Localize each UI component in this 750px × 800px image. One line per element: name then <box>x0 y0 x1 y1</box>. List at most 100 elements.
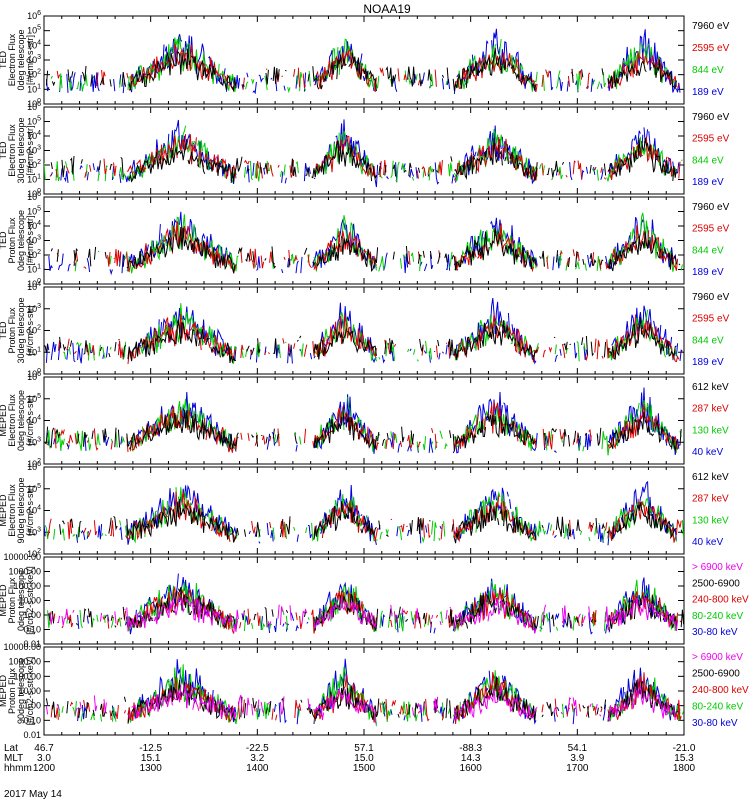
legend-entry: 2595 eV <box>692 43 730 54</box>
legend-entry: 189 eV <box>692 267 724 278</box>
x-row-name: hhmm <box>4 763 32 774</box>
y-axis-label: TEDElectron Flux30deg telescope[#/cm2-s-… <box>0 117 35 183</box>
panel-6: 102 103 104 105 106 MEPEDElectron Flux90deg t… <box>0 461 729 559</box>
legend-entry: 2500-6900 <box>692 669 740 680</box>
y-axis-label: MEPEDProton Flux90deg telescope[#/cm2-s-… <box>0 657 35 726</box>
panel-3: 100 101 102 103 104 105 106 TEDProton Flux0deg … <box>0 191 730 289</box>
y-tick-label: 10.00 <box>18 596 41 606</box>
y-tick-label: 10.00 <box>18 686 41 696</box>
panel-traces <box>45 388 683 456</box>
legend-entry: 40 keV <box>692 537 723 548</box>
y-tick-label: 10000.00 <box>3 642 41 652</box>
legend-entry: 80-240 keV <box>692 702 743 713</box>
x-tick-label: 3.9 <box>570 753 584 764</box>
series-line <box>45 676 678 724</box>
x-tick-label: 1600 <box>460 763 483 774</box>
series-line <box>77 658 681 725</box>
panel-5: 102 103 104 105 106 MEPEDElectron Flux0deg te… <box>0 371 729 469</box>
legend-entry: 7960 eV <box>692 202 730 213</box>
x-tick-label: 14.3 <box>461 753 481 764</box>
y-axis-label: TEDProton Flux30deg telescope[#/cm2-s-st… <box>0 297 35 363</box>
x-tick-label: 1200 <box>33 763 56 774</box>
legend-entry: 7960 eV <box>692 292 730 303</box>
series-line <box>57 664 684 727</box>
y-tick-label: 100 <box>27 278 41 289</box>
panel-frame <box>43 646 685 736</box>
panel-8: 0.01 0.10 1.00 10.00 100.00 1000.00 10000.00 ME… <box>0 642 749 740</box>
legend-entry: 287 keV <box>692 494 729 505</box>
date-label: 2017 May 14 <box>4 789 62 800</box>
y-tick-label: 102 <box>27 249 41 260</box>
x-tick-label: -22.5 <box>246 743 269 754</box>
x-tick-label: 54.1 <box>568 743 588 754</box>
y-axis-label: MEPEDProton Flux0deg telescope[#/cm2-s-s… <box>0 566 35 635</box>
panel-frame <box>43 286 685 375</box>
y-tick-label: 100 <box>27 368 41 379</box>
y-tick-label: 105 <box>27 206 41 217</box>
y-tick-label: 103 <box>27 303 41 314</box>
y-tick-label: 101 <box>27 174 41 185</box>
series-line <box>59 499 683 544</box>
x-tick-label: 3.2 <box>250 753 264 764</box>
legend-entry: 240-800 keV <box>692 685 749 696</box>
y-tick-label: 1000.00 <box>8 657 41 667</box>
legend-entry: 2500-6900 <box>692 578 740 589</box>
legend-entry: 40 keV <box>692 447 723 458</box>
y-tick-label: 106 <box>27 191 41 202</box>
y-tick-label: 101 <box>27 83 41 94</box>
series-line <box>44 212 682 274</box>
legend-entry: 2595 eV <box>692 314 730 325</box>
series-line <box>51 37 681 92</box>
legend-entry: 2595 eV <box>692 134 730 145</box>
y-tick-label: 100.00 <box>13 671 41 681</box>
y-tick-label: 106 <box>27 10 41 21</box>
y-tick-label: 0.10 <box>23 625 41 635</box>
x-tick-label: -88.3 <box>459 743 482 754</box>
y-tick-label: 104 <box>27 505 41 516</box>
legend-entry: 2595 eV <box>692 224 730 235</box>
y-tick-label: 106 <box>27 461 41 472</box>
panel-frame <box>43 466 685 555</box>
series-line <box>46 29 682 94</box>
x-tick-label: 57.1 <box>354 743 374 754</box>
y-tick-label: 104 <box>27 220 41 231</box>
x-tick-label: 1300 <box>140 763 163 774</box>
legend-entry: 80-240 keV <box>692 611 743 622</box>
y-axis-label: TEDProton Flux0deg telescope[#/cm2-s-str… <box>0 210 35 271</box>
y-axis-label: MEPEDElectron Flux0deg telescope[#/cm2-s… <box>0 390 35 451</box>
panel-frame <box>43 376 685 465</box>
legend-entry: 612 keV <box>692 382 729 393</box>
panel-2: 100 101 102 103 104 105 106 TEDElectron Flux30d… <box>0 101 730 199</box>
panel-frame <box>43 556 685 645</box>
y-tick-label: 1000.00 <box>8 567 41 577</box>
y-tick-label: 103 <box>27 54 41 65</box>
y-tick-label: 102 <box>27 159 41 170</box>
y-tick-label: 105 <box>27 25 41 36</box>
y-tick-label: 103 <box>27 436 41 447</box>
x-tick-label: 1700 <box>566 763 589 774</box>
legend-entry: 844 eV <box>692 335 724 346</box>
series-line <box>44 482 684 545</box>
legend-entry: 7960 eV <box>692 21 730 32</box>
x-row-name: MLT <box>4 753 23 764</box>
legend-entry: 130 keV <box>692 515 729 526</box>
legend-entry: 189 eV <box>692 357 724 368</box>
chart-title: NOAA19 <box>363 2 411 16</box>
y-tick-label: 102 <box>27 548 41 559</box>
y-tick-label: 103 <box>27 235 41 246</box>
y-tick-label: 0.01 <box>23 730 41 740</box>
series-line <box>50 119 680 188</box>
y-tick-label: 103 <box>27 145 41 156</box>
y-tick-label: 1.00 <box>23 701 41 711</box>
y-tick-label: 106 <box>27 101 41 112</box>
panel-frame <box>43 15 685 105</box>
x-axis: Lat 46.7 -12.5 -22.5 57.1 -88.3 54.1 -21.0 MLT 3.… <box>4 743 696 774</box>
panel-traces <box>46 29 682 94</box>
legend-entry: 844 eV <box>692 155 724 166</box>
legend-entry: 7960 eV <box>692 112 730 123</box>
x-tick-label: 15.0 <box>354 753 374 764</box>
panel-traces <box>44 298 684 364</box>
y-tick-label: 104 <box>27 39 41 50</box>
y-tick-label: 100 <box>27 188 41 199</box>
